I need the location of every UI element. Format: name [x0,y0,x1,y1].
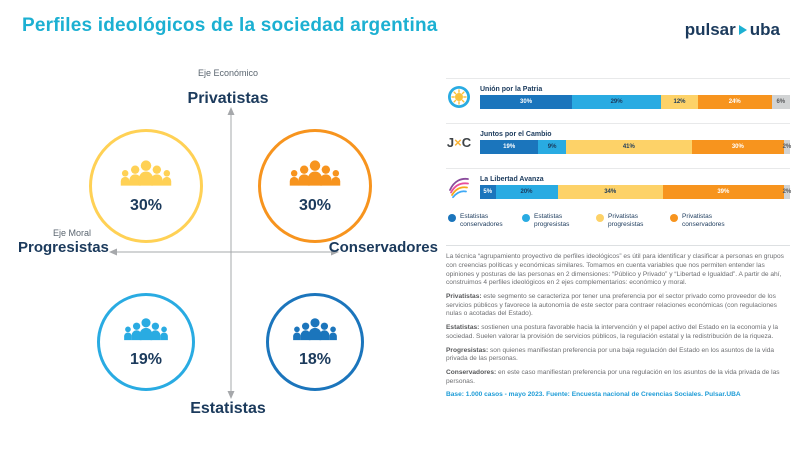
paragraph-lead: Estatistas: [446,324,482,332]
profile-circle-bottom-left: 19% [97,293,195,391]
profile-circle-top-left: 30% [89,129,203,243]
bar-segment: 41% [565,139,692,154]
quadrant-axes [109,107,339,399]
party-row-2: J×C Juntos por el Cambio 19% 9% 41% 30% 2% [446,123,791,155]
privatistas-label: Privatistas [187,90,269,107]
profile-percentage: 18% [298,351,332,368]
logo-text-pulsar: pulsar [684,20,736,39]
party-bar-group: La Libertad Avanza 5% 20% 34% 39% 2% [480,175,791,199]
bar-segment: 2% [783,139,791,154]
bar-segment: 19% [480,139,539,154]
bar-segment: 39% [662,184,784,199]
page-title: Perfiles ideológicos de la sociedad arge… [22,15,438,36]
logo-triangle-icon [738,25,747,35]
profile-percentage: 30% [298,197,332,214]
logo-text-uba: uba [749,20,780,39]
party-name: Unión por la Patria [480,85,543,93]
bar-segment: 5% [480,184,496,199]
svg-text:J×C: J×C [447,135,472,150]
legend-dot-icon [522,214,530,222]
people-group-icon [120,315,172,350]
description-paragraph: Estatistas: sostienen una postura favora… [446,324,779,340]
legend-item: Privatistas progresistas [596,213,656,229]
profile-percentage: 30% [129,197,163,214]
ideology-quadrant-chart: Eje Económico Privatistas Eje Moral Prog… [18,62,438,434]
description-paragraph: Conservadores: en este caso manifiestan … [446,368,780,385]
legend-dot-icon [596,214,604,222]
juntos-por-el-cambio-jxc-logo: J×C [446,129,472,155]
bar-segment: 9% [538,139,566,154]
party-name: La Libertad Avanza [480,175,544,183]
union-por-la-patria-sun-logo [446,84,472,110]
paragraph-lead: Progresistas: [446,346,490,354]
legend-label: Privatistas conservadores [682,213,725,229]
bar-segment: 34% [557,184,663,199]
stacked-bar: 30% 29% 12% 24% 6% [480,94,790,109]
bar-segment: 2% [783,184,791,199]
bar-segment: 24% [697,94,772,109]
profile-circle-bottom-right: 18% [266,293,364,391]
party-bar-group: Unión por la Patria 30% 29% 12% 24% 6% [480,86,790,109]
bar-segment: 20% [495,184,558,199]
methodology-text: La técnica “agrupamiento proyectivo de p… [446,245,790,386]
legend-dot-icon [670,214,678,222]
people-group-icon [116,157,176,196]
party-chart: Unión por la Patria 30% 29% 12% 24% 6% J×C Junt… [446,78,791,200]
party-name: Juntos por el Cambio [480,130,552,138]
moral-axis-label: Eje Moral [52,228,91,238]
legend-label: Privatistas progresistas [608,213,644,229]
legend-item: Privatistas conservadores [670,213,730,229]
estatistas-label: Estatistas [190,400,266,417]
people-group-icon [289,315,341,350]
bar-segment: 30% [480,94,573,109]
la-libertad-avanza-bird-logo [446,174,472,200]
legend-label: Estatistas conservadores [460,213,503,229]
paragraph-lead: Privatistas: [446,293,484,301]
profile-percentage: 19% [129,351,163,368]
profile-circle-top-right: 30% [258,129,372,243]
stacked-bar: 19% 9% 41% 30% 2% [480,139,791,154]
party-row-3: La Libertad Avanza 5% 20% 34% 39% 2% [446,168,791,200]
bar-segment: 30% [691,139,784,154]
paragraph-lead: Conservadores: [446,368,499,376]
bar-segment: 12% [661,94,698,109]
party-row-1: Unión por la Patria 30% 29% 12% 24% 6% [446,78,790,110]
progresistas-label: Progresistas [18,239,109,256]
pulsar-uba-logo: pulsar uba [685,20,780,40]
conservadores-label: Conservadores [328,239,438,256]
people-group-icon [285,157,345,196]
legend-label: Estatistas progresistas [534,213,570,229]
bar-segment: 6% [771,94,790,109]
economic-axis-label: Eje Económico [197,68,259,78]
bar-segment: 29% [572,94,662,109]
description-paragraph: Privatistas: este segmento se caracteriz… [446,293,777,318]
chart-legend: Estatistas conservadores Estatistas progr… [446,213,790,229]
description-paragraph: Progresistas: son quienes manifiestan pr… [446,346,775,363]
stacked-bar: 5% 20% 34% 39% 2% [480,184,791,199]
legend-item: Estatistas progresistas [522,213,582,229]
legend-item: Estatistas conservadores [448,213,508,229]
description-paragraph: La técnica “agrupamiento proyectivo de p… [446,253,784,287]
right-column: Unión por la Patria 30% 29% 12% 24% 6% J×C Junt… [446,78,791,400]
party-bar-group: Juntos por el Cambio 19% 9% 41% 30% 2% [480,130,791,154]
source-note: Base: 1.000 casos - mayo 2023. Fuente: E… [446,391,741,399]
legend-dot-icon [448,214,456,222]
